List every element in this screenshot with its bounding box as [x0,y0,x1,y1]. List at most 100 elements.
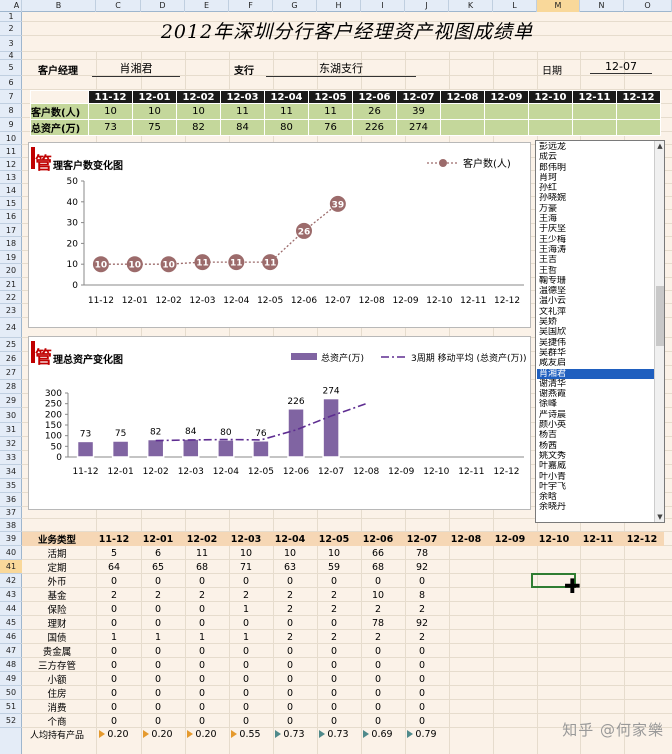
biz-cell[interactable]: 1 [110,631,118,643]
row-header[interactable]: 32 [0,437,22,451]
biz-month-header[interactable]: 12-11 [576,532,620,546]
biz-cell[interactable]: 0 [286,617,294,629]
biz-cell[interactable]: 0 [110,603,118,615]
biz-cell[interactable]: 0 [110,673,118,685]
biz-cell[interactable]: 78 [371,617,385,629]
summary-cell[interactable] [528,119,573,136]
row-header[interactable]: 24 [0,318,22,338]
manager-list-item[interactable]: 徐峰 [539,399,558,410]
row-header[interactable]: 19 [0,251,22,264]
avg-products-cell[interactable]: 0.73 [268,728,312,742]
summary-cell[interactable]: 76 [308,119,353,136]
biz-cell[interactable]: 0 [286,687,294,699]
manager-list-item[interactable]: 温德坚 [539,286,567,297]
branch-name[interactable]: 东湖支行 [266,60,416,77]
column-header[interactable]: O [624,0,672,12]
column-header[interactable]: C [96,0,141,12]
biz-cell[interactable]: 0 [286,673,294,685]
manager-list-item[interactable]: 姚文秀 [539,450,567,461]
biz-cell[interactable]: 66 [371,547,385,559]
biz-cell[interactable]: 0 [374,715,382,727]
summary-cell[interactable] [572,119,617,136]
manager-list-item[interactable]: 王吉 [539,255,558,266]
row-header[interactable]: 31 [0,423,22,437]
biz-cell[interactable]: 0 [198,575,206,587]
row-header[interactable]: 22 [0,291,22,304]
biz-month-header[interactable]: 12-01 [136,532,180,546]
summary-cell[interactable] [484,103,529,120]
row-header[interactable]: 9 [0,118,22,132]
row-header[interactable]: 48 [0,658,22,672]
summary-cell[interactable]: 10 [88,103,133,120]
biz-cell[interactable] [444,644,488,658]
biz-cell[interactable]: 0 [242,715,250,727]
biz-cell[interactable] [444,630,488,644]
biz-cell[interactable]: 2 [330,589,338,601]
biz-cell[interactable]: 2 [374,631,382,643]
biz-cell[interactable]: 0 [374,645,382,657]
column-header[interactable]: H [317,0,361,12]
biz-cell[interactable]: 0 [330,687,338,699]
summary-cell[interactable]: 10 [132,103,177,120]
row-header[interactable]: 17 [0,224,22,237]
row-header[interactable]: 23 [0,304,22,318]
biz-cell[interactable] [488,672,532,686]
summary-cell[interactable] [440,103,485,120]
biz-cell[interactable] [532,616,576,630]
biz-cell[interactable]: 8 [418,589,426,601]
avg-products-cell[interactable]: 0.55 [224,728,268,742]
row-header[interactable]: 34 [0,465,22,479]
biz-month-header[interactable]: 11-12 [92,532,136,546]
biz-cell[interactable] [488,574,532,588]
biz-cell[interactable]: 0 [286,645,294,657]
biz-cell[interactable]: 68 [371,561,385,573]
row-header[interactable]: 45 [0,616,22,630]
biz-cell[interactable]: 10 [239,547,253,559]
biz-cell[interactable] [444,658,488,672]
biz-cell[interactable]: 0 [110,575,118,587]
biz-cell[interactable]: 0 [154,603,162,615]
customer-count-chart[interactable]: 管理客户数变化图 0 10 20 30 40 50 11-12 12-01 12-02 12-03… [28,142,531,328]
row-header[interactable]: 39 [0,532,22,546]
biz-cell[interactable] [444,588,488,602]
biz-cell[interactable] [620,658,664,672]
summary-cell[interactable] [572,103,617,120]
biz-cell[interactable]: 68 [195,561,209,573]
biz-cell[interactable] [488,546,532,560]
biz-cell[interactable] [576,546,620,560]
biz-cell[interactable] [444,574,488,588]
biz-cell[interactable] [620,588,664,602]
biz-cell[interactable]: 2 [286,631,294,643]
biz-cell[interactable] [488,700,532,714]
row-header[interactable]: 42 [0,574,22,588]
biz-cell[interactable]: 0 [418,687,426,699]
manager-list-item[interactable]: 谢燕霞 [539,389,567,400]
biz-cell[interactable]: 0 [154,673,162,685]
summary-cell[interactable]: 73 [88,119,133,136]
row-header[interactable]: 28 [0,380,22,394]
row-header[interactable]: 43 [0,588,22,602]
biz-cell[interactable] [444,686,488,700]
biz-cell[interactable] [488,630,532,644]
biz-cell[interactable]: 1 [242,603,250,615]
summary-cell[interactable]: 274 [396,119,441,136]
month-header[interactable]: 12-12 [616,90,661,104]
manager-list-item[interactable]: 王哲 [539,265,558,276]
summary-cell[interactable]: 75 [132,119,177,136]
biz-cell[interactable]: 0 [110,659,118,671]
month-header[interactable]: 11-12 [88,90,133,104]
row-header[interactable]: 52 [0,714,22,728]
column-header[interactable]: A [12,0,22,12]
month-header[interactable]: 12-10 [528,90,573,104]
summary-cell[interactable]: 11 [264,103,309,120]
biz-cell[interactable] [620,546,664,560]
biz-cell[interactable]: 0 [154,659,162,671]
biz-cell[interactable]: 0 [418,575,426,587]
total-assets-chart[interactable]: 管理总资产变化图 0 50 100 150 200 250 300 11-12 12-01 12-… [28,336,531,510]
biz-month-header[interactable]: 12-08 [444,532,488,546]
row-header[interactable]: 13 [0,171,22,184]
manager-list-item[interactable]: 叶小青 [539,471,567,482]
biz-cell[interactable]: 0 [286,659,294,671]
biz-cell[interactable] [620,644,664,658]
biz-cell[interactable] [488,560,532,574]
